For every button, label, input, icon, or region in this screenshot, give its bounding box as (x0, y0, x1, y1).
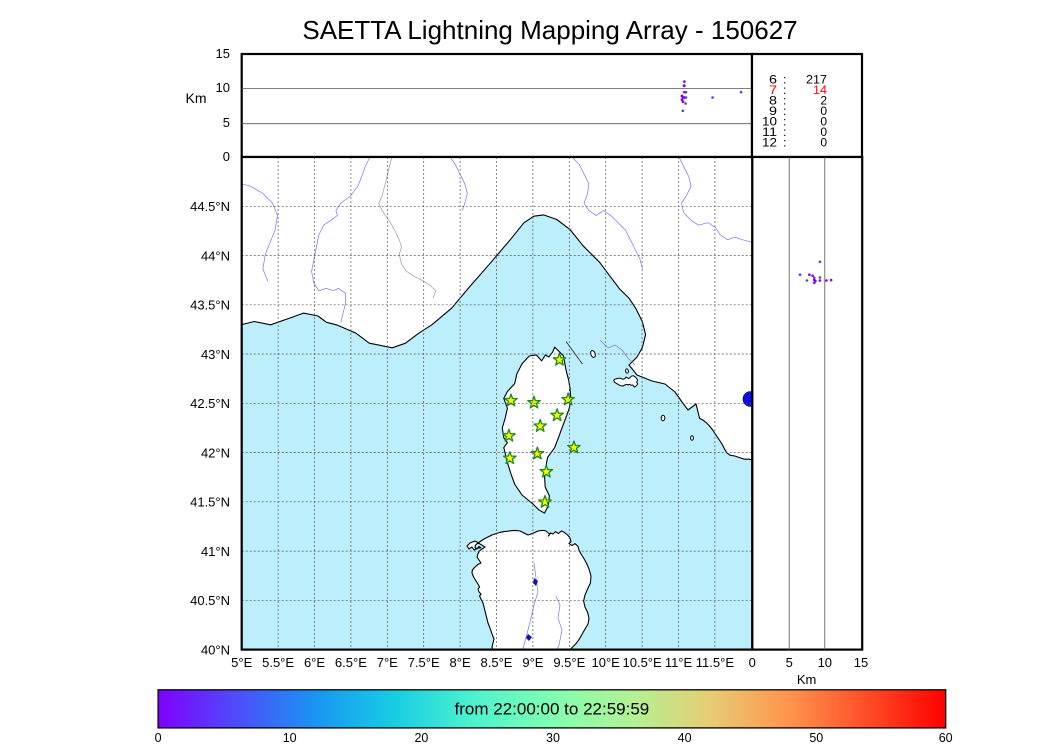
svg-text:42.5°N: 42.5°N (190, 396, 230, 411)
svg-text:9°E: 9°E (522, 655, 543, 670)
svg-text:11.5°E: 11.5°E (696, 655, 735, 670)
svg-text:40.5°N: 40.5°N (190, 593, 230, 608)
svg-text:0: 0 (155, 731, 162, 745)
svg-text:7.5°E: 7.5°E (408, 655, 440, 670)
svg-text:12: 12 (762, 135, 777, 149)
svg-text:43°N: 43°N (201, 347, 230, 362)
svg-text:5°E: 5°E (231, 655, 252, 670)
svg-text:15: 15 (216, 46, 230, 61)
svg-text:0: 0 (820, 135, 827, 149)
svg-text:0: 0 (749, 655, 756, 670)
svg-text:50: 50 (809, 731, 823, 745)
svg-text:5: 5 (786, 655, 793, 670)
svg-text:SAETTA Lightning Mapping Array: SAETTA Lightning Mapping Array - 150627 (302, 15, 797, 45)
svg-text:10°E: 10°E (592, 655, 621, 670)
svg-text:40: 40 (678, 731, 692, 745)
svg-text:10: 10 (283, 731, 297, 745)
svg-text:6.5°E: 6.5°E (335, 655, 367, 670)
svg-text:20: 20 (414, 731, 428, 745)
svg-text:9.5°E: 9.5°E (553, 655, 585, 670)
svg-text:44.5°N: 44.5°N (190, 199, 230, 214)
svg-text:from 22:00:00 to 22:59:59: from 22:00:00 to 22:59:59 (455, 700, 650, 719)
svg-text:Km: Km (797, 672, 817, 687)
svg-text:15: 15 (854, 655, 868, 670)
svg-text:43.5°N: 43.5°N (190, 298, 230, 313)
svg-text:10.5°E: 10.5°E (623, 655, 663, 670)
svg-text:10: 10 (216, 80, 230, 95)
svg-text:6°E: 6°E (304, 655, 325, 670)
svg-text:8°E: 8°E (450, 655, 471, 670)
svg-text:5.5°E: 5.5°E (262, 655, 294, 670)
svg-text:8.5°E: 8.5°E (481, 655, 513, 670)
svg-text:11°E: 11°E (665, 655, 693, 670)
svg-text:44°N: 44°N (201, 248, 230, 263)
svg-text:40°N: 40°N (201, 642, 230, 657)
svg-text:5: 5 (223, 115, 230, 130)
svg-text:7°E: 7°E (377, 655, 398, 670)
svg-text::: : (783, 135, 786, 149)
svg-text:41°N: 41°N (201, 544, 230, 559)
svg-text:Km: Km (186, 90, 207, 106)
svg-text:41.5°N: 41.5°N (190, 495, 230, 510)
svg-text:42°N: 42°N (201, 445, 230, 460)
svg-text:30: 30 (546, 731, 560, 745)
svg-text:0: 0 (223, 149, 230, 164)
svg-text:10: 10 (818, 655, 832, 670)
svg-text:60: 60 (939, 731, 953, 745)
